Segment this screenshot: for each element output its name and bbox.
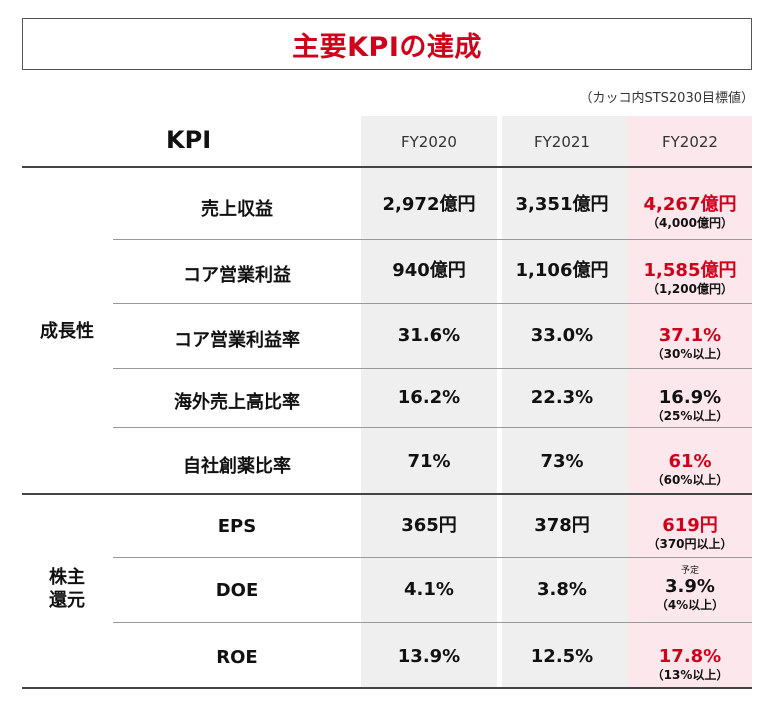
eps-fy2022: 619円 <box>662 515 718 536</box>
overseas-ratio-target: （25%以上） <box>651 408 729 423</box>
revenue-fy2021: 3,351億円 <box>515 194 609 215</box>
core-op-profit-fy2022-cell: 1,585億円 （1,200億円） <box>628 260 752 296</box>
roe-fy2022-cell: 17.8% （13%以上） <box>628 646 752 682</box>
page-title: 主要KPIの達成 <box>292 31 482 63</box>
row-label-in-house-drug-ratio: 自社創薬比率 <box>183 456 291 477</box>
year-header-fy2020: FY2020 <box>401 133 457 151</box>
group-label-shareholder-line1: 株主 <box>49 567 85 588</box>
row-divider <box>113 239 752 240</box>
core-op-margin-target: （30%以上） <box>651 346 729 361</box>
header-divider <box>22 166 752 168</box>
year-header-fy2022: FY2022 <box>662 133 718 151</box>
fy2020-column-bg <box>361 116 497 688</box>
revenue-target: （4,000億円） <box>647 215 733 230</box>
row-label-overseas-sales-ratio: 海外売上高比率 <box>174 392 300 413</box>
doe-planned-annotation: 予定 <box>680 566 699 576</box>
revenue-fy2020: 2,972億円 <box>382 194 476 215</box>
core-op-margin-fy2022: 37.1% <box>658 325 722 346</box>
roe-fy2022: 17.8% <box>658 646 722 667</box>
row-label-roe: ROE <box>216 647 258 668</box>
kpi-header: KPI <box>166 126 212 154</box>
overseas-ratio-fy2020: 16.2% <box>397 387 461 408</box>
doe-fy2022-cell: 予定 3.9% （4%以上） <box>628 566 752 613</box>
overseas-ratio-fy2022-cell: 16.9% （25%以上） <box>628 387 752 423</box>
row-label-revenue: 売上収益 <box>201 199 273 220</box>
eps-target: （370円以上） <box>647 536 733 551</box>
row-divider <box>113 557 752 558</box>
revenue-fy2022: 4,267億円 <box>643 194 737 215</box>
group-divider <box>22 493 752 495</box>
roe-target: （13%以上） <box>651 667 729 682</box>
row-divider <box>113 427 752 428</box>
overseas-ratio-fy2021: 22.3% <box>530 387 594 408</box>
revenue-fy2022-cell: 4,267億円 （4,000億円） <box>628 194 752 230</box>
row-divider <box>113 303 752 304</box>
eps-fy2020: 365円 <box>401 515 457 536</box>
doe-fy2021: 3.8% <box>537 579 587 600</box>
doe-target: （4%以上） <box>655 598 725 613</box>
core-op-profit-fy2022: 1,585億円 <box>643 260 737 281</box>
year-header-fy2021: FY2021 <box>534 133 590 151</box>
in-house-ratio-fy2022: 61% <box>668 451 712 472</box>
group-label-shareholder-line2: 還元 <box>49 590 85 612</box>
core-op-margin-fy2022-cell: 37.1% （30%以上） <box>628 325 752 361</box>
row-label-core-operating-profit: コア営業利益 <box>183 265 291 286</box>
row-label-doe: DOE <box>215 580 259 601</box>
table-bottom-border <box>22 687 752 689</box>
core-op-profit-target: （1,200億円） <box>647 281 733 296</box>
eps-fy2022-cell: 619円 （370円以上） <box>628 515 752 551</box>
title-box: 主要KPIの達成 <box>22 18 752 70</box>
overseas-ratio-fy2022: 16.9% <box>658 387 722 408</box>
in-house-ratio-fy2020: 71% <box>407 451 451 472</box>
target-note: （カッコ内STS2030目標値） <box>579 91 754 106</box>
row-label-eps: EPS <box>217 516 257 537</box>
roe-fy2021: 12.5% <box>530 646 594 667</box>
in-house-ratio-fy2022-cell: 61% （60%以上） <box>628 451 752 487</box>
row-label-core-op-margin: コア営業利益率 <box>174 330 300 351</box>
in-house-ratio-target: （60%以上） <box>651 472 729 487</box>
core-op-margin-fy2020: 31.6% <box>397 325 461 346</box>
group-label-growth: 成長性 <box>40 321 94 342</box>
core-op-profit-fy2021: 1,106億円 <box>515 260 609 281</box>
doe-fy2020: 4.1% <box>404 579 454 600</box>
doe-fy2022: 3.9% <box>665 576 715 598</box>
fy2022-column-bg <box>628 116 752 688</box>
fy2021-column-bg <box>502 116 638 688</box>
row-divider <box>113 368 752 369</box>
group-label-shareholder: 株主 還元 <box>22 566 112 613</box>
roe-fy2020: 13.9% <box>397 646 461 667</box>
row-divider <box>113 622 752 623</box>
core-op-margin-fy2021: 33.0% <box>530 325 594 346</box>
eps-fy2021: 378円 <box>534 515 590 536</box>
core-op-profit-fy2020: 940億円 <box>392 260 466 281</box>
in-house-ratio-fy2021: 73% <box>540 451 584 472</box>
